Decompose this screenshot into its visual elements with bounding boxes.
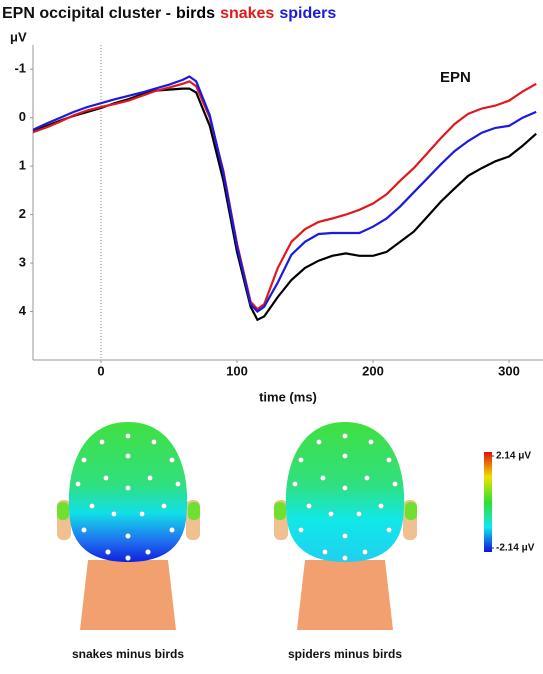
electrode <box>125 485 131 491</box>
electrode <box>169 457 175 463</box>
electrode <box>125 555 131 561</box>
colorbar-label: 2.14 μV <box>496 451 531 462</box>
electrode <box>147 475 153 481</box>
electrode <box>125 453 131 459</box>
topomap-label: snakes minus birds <box>72 647 184 661</box>
electrode <box>161 503 167 509</box>
y-tick-label: 4 <box>19 303 27 318</box>
electrode <box>81 457 87 463</box>
electrode <box>89 503 95 509</box>
series-line <box>33 80 537 311</box>
annotation: EPN <box>440 69 471 86</box>
electrode <box>328 511 334 517</box>
electrode <box>145 549 151 555</box>
y-tick-label: 0 <box>19 109 26 124</box>
series-line <box>33 87 537 322</box>
electrode <box>105 549 111 555</box>
electrode <box>75 481 81 487</box>
y-axis-label: μV <box>10 29 27 44</box>
legend-entry: birds <box>176 5 215 22</box>
electrode <box>306 503 312 509</box>
title: EPN occipital cluster - birds snakes spider… <box>2 5 336 22</box>
electrodes <box>75 433 398 561</box>
electrode <box>368 439 374 445</box>
electrode <box>125 433 131 439</box>
x-axis-label: time (ms) <box>259 389 317 404</box>
electrode <box>342 485 348 491</box>
electrode <box>111 511 117 517</box>
electrode <box>298 527 304 533</box>
electrode <box>378 503 384 509</box>
electrode <box>175 481 181 487</box>
x-tick-label: 100 <box>226 363 248 378</box>
electrode <box>125 533 131 539</box>
electrode <box>103 475 109 481</box>
electrode <box>386 457 392 463</box>
electrode <box>386 527 392 533</box>
x-tick-label: 0 <box>97 363 104 378</box>
electrode <box>81 527 87 533</box>
electrode <box>139 511 145 517</box>
x-tick-label: 200 <box>362 363 384 378</box>
x-tick-label: 300 <box>498 363 520 378</box>
electrode <box>292 481 298 487</box>
electrode <box>151 439 157 445</box>
electrode <box>342 555 348 561</box>
colorbar-label: -2.14 μV <box>496 543 535 554</box>
electrode <box>316 439 322 445</box>
electrode <box>342 433 348 439</box>
colorbar <box>484 452 492 552</box>
electrode <box>169 527 175 533</box>
electrode <box>342 453 348 459</box>
electrode <box>320 475 326 481</box>
electrode <box>342 533 348 539</box>
electrode <box>392 481 398 487</box>
electrode <box>322 549 328 555</box>
y-tick-label: 1 <box>19 158 26 173</box>
electrode <box>364 475 370 481</box>
topomap-snakes <box>57 422 200 630</box>
y-tick-label: 2 <box>19 206 26 221</box>
topomap-labels: snakes minus birds spiders minus birds 2.1… <box>72 451 535 662</box>
electrode <box>99 439 105 445</box>
y-tick-label: 3 <box>19 255 26 270</box>
legend-entry: snakes <box>220 5 274 22</box>
legend-entry: spiders <box>279 5 336 22</box>
title-text: EPN occipital cluster - <box>2 5 171 22</box>
electrode <box>362 549 368 555</box>
topomap-spiders <box>274 422 417 630</box>
series-line <box>33 75 537 313</box>
topomap-label: spiders minus birds <box>288 647 402 661</box>
y-tick-label: -1 <box>14 61 26 76</box>
electrode <box>298 457 304 463</box>
chart-title: EPN occipital cluster - birds snakes spider… <box>2 5 336 22</box>
electrode <box>356 511 362 517</box>
